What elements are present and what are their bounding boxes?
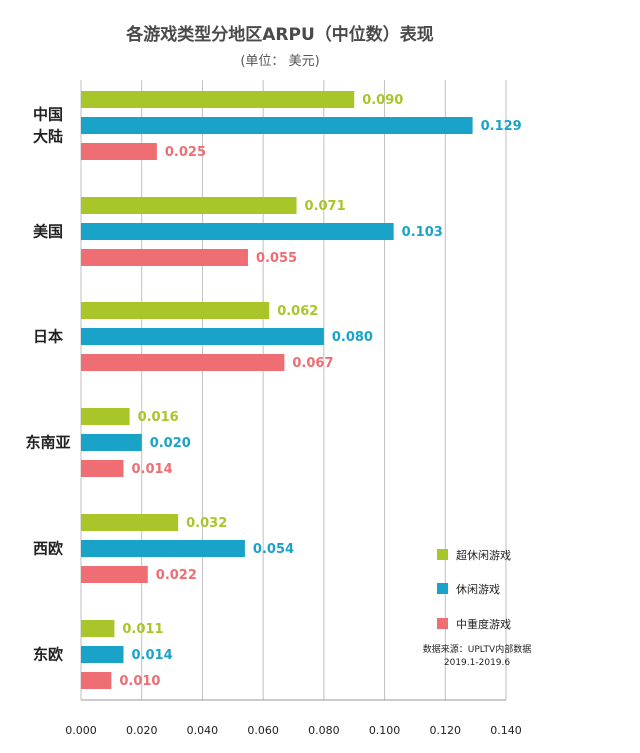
data-label: 0.054 [253, 542, 294, 557]
bar [81, 143, 157, 160]
bar [81, 434, 142, 451]
legend-label: 中重度游戏 [456, 617, 511, 631]
bar [81, 540, 245, 557]
x-tick-label: 0.140 [490, 724, 522, 737]
bar [81, 249, 248, 266]
x-tick-label: 0.040 [187, 724, 219, 737]
data-label: 0.055 [256, 251, 297, 266]
data-label: 0.014 [132, 648, 173, 663]
category-label: 东欧 [33, 646, 63, 664]
source-date: 2019.1-2019.6 [444, 658, 511, 668]
x-tick-label: 0.080 [308, 724, 340, 737]
data-label: 0.080 [332, 330, 373, 345]
legend-swatch [437, 549, 448, 560]
data-label: 0.071 [305, 199, 346, 214]
data-label: 0.020 [150, 436, 191, 451]
chart-subtitle: (单位： 美元) [240, 54, 320, 69]
category-label: 东南亚 [25, 434, 70, 452]
x-tick-label: 0.020 [126, 724, 158, 737]
legend-swatch [437, 583, 448, 594]
data-label: 0.032 [186, 516, 227, 531]
bar [81, 91, 355, 108]
bar [81, 460, 124, 477]
bar [81, 408, 130, 425]
data-label: 0.010 [119, 674, 160, 689]
legend-label: 休闲游戏 [456, 582, 500, 596]
legend-swatch [437, 618, 448, 629]
category-label: 日本 [33, 328, 63, 346]
x-tick-label: 0.000 [65, 724, 97, 737]
data-label: 0.022 [156, 568, 197, 583]
bar [81, 620, 115, 637]
x-tick-label: 0.100 [369, 724, 401, 737]
data-label: 0.067 [292, 356, 333, 371]
data-label: 0.103 [402, 225, 443, 240]
data-label: 0.025 [165, 145, 206, 160]
bar [81, 646, 124, 663]
bar [81, 566, 148, 583]
data-label: 0.014 [132, 462, 173, 477]
category-label: 西欧 [33, 540, 63, 558]
legend-label: 超休闲游戏 [456, 548, 511, 562]
data-label: 0.016 [138, 410, 179, 425]
chart-title: 各游戏类型分地区ARPU（中位数）表现 [126, 25, 434, 45]
bar [81, 302, 270, 319]
category-label: 大陆 [33, 128, 63, 146]
data-label: 0.011 [122, 622, 163, 637]
bar [81, 354, 285, 371]
source-note: 数据来源：UPLTV内部数据 [423, 643, 531, 655]
category-label: 中国 [33, 106, 63, 124]
x-tick-label: 0.060 [247, 724, 279, 737]
data-label: 0.129 [481, 119, 522, 134]
bar [81, 328, 324, 345]
category-label: 美国 [33, 223, 63, 241]
bar [81, 117, 473, 134]
bar [81, 197, 297, 214]
data-label: 0.062 [277, 304, 318, 319]
data-label: 0.090 [362, 93, 403, 108]
x-tick-label: 0.120 [430, 724, 462, 737]
bar [81, 514, 179, 531]
bar [81, 223, 394, 240]
bar [81, 672, 112, 689]
